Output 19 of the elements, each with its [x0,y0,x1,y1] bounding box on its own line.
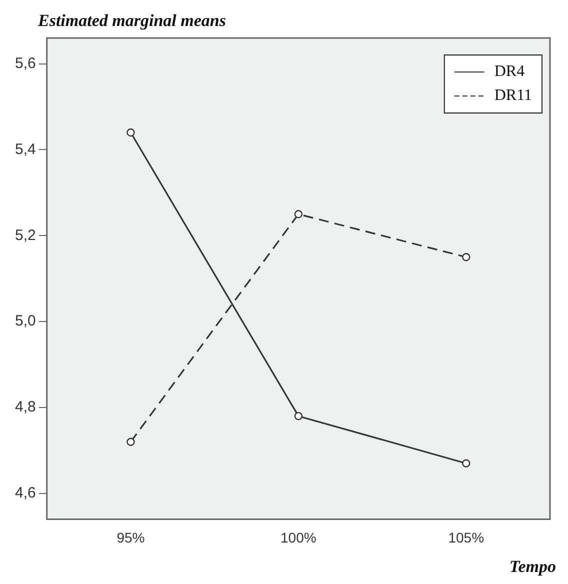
point [462,459,470,468]
y-tick-label: 5,0 [14,312,36,330]
y-tick-label: 4,6 [14,484,36,502]
x-axis-title: Tempo [509,557,556,576]
legend-label: DR4 [494,63,525,80]
y-tick-label: 5,4 [14,140,36,158]
point [462,253,470,262]
y-tick-label: 5,2 [14,226,36,244]
point [126,128,135,137]
point [126,438,135,446]
legend-label: DR11 [494,87,532,104]
y-tick-label: 5,6 [14,54,36,72]
y-tick-label: 4,8 [14,398,36,416]
chart-title: Estimated marginal means [37,11,226,30]
point [294,412,303,420]
x-tick-label: 105% [448,529,484,546]
point [294,210,303,218]
x-tick-label: 95% [116,529,145,546]
x-tick-label: 100% [280,529,316,546]
